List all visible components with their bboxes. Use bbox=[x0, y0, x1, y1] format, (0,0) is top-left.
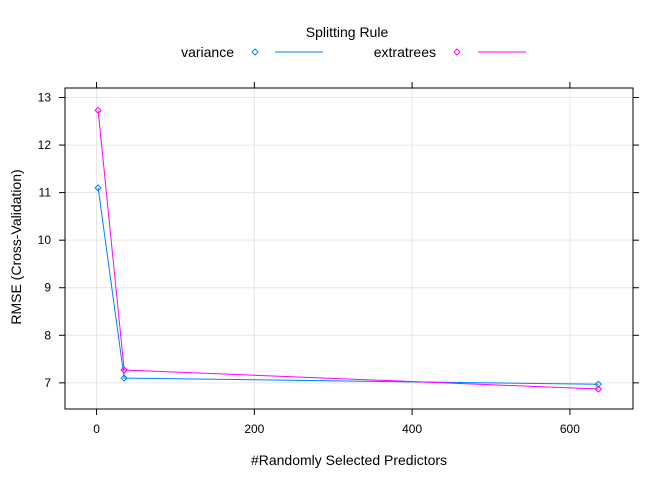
data-point bbox=[594, 385, 602, 393]
legend-item: extratrees bbox=[374, 44, 526, 60]
data-point bbox=[120, 374, 128, 382]
x-tick-label: 200 bbox=[244, 422, 264, 436]
data-point bbox=[94, 106, 102, 115]
x-tick-label: 0 bbox=[93, 422, 100, 436]
legend-item: variance bbox=[181, 44, 323, 60]
y-tick-label: 11 bbox=[39, 186, 52, 200]
y-tick-label: 13 bbox=[38, 91, 52, 105]
data-point bbox=[120, 366, 128, 374]
x-tick-label: 400 bbox=[402, 422, 422, 436]
y-tick-label: 7 bbox=[44, 376, 51, 390]
legend-label: extratrees bbox=[374, 44, 436, 60]
y-tick-label: 9 bbox=[44, 281, 51, 295]
legend-marker bbox=[251, 48, 259, 56]
axis-ticks: 0 200 400 600 7 8 9 10 11 12 13 bbox=[38, 82, 639, 436]
grid-lines bbox=[65, 88, 633, 409]
series-layer bbox=[94, 106, 602, 393]
data-point bbox=[94, 184, 102, 192]
x-tick-label: 600 bbox=[560, 422, 580, 436]
y-tick-label: 8 bbox=[44, 328, 51, 342]
data-point bbox=[594, 380, 602, 388]
y-tick-label: 10 bbox=[38, 233, 52, 247]
y-axis-label: RMSE (Cross-Validation) bbox=[8, 169, 24, 324]
series-line bbox=[97, 187, 599, 385]
y-tick-label: 12 bbox=[38, 138, 52, 152]
legend-marker bbox=[453, 48, 461, 56]
legend: variance extratrees bbox=[181, 44, 526, 60]
legend-title: Splitting Rule bbox=[306, 24, 389, 40]
x-axis-label: #Randomly Selected Predictors bbox=[251, 452, 447, 468]
series-line bbox=[97, 110, 599, 390]
plot-frame bbox=[64, 87, 634, 410]
series-variance bbox=[94, 184, 602, 388]
legend-label: variance bbox=[181, 44, 234, 60]
series-extratrees bbox=[94, 106, 602, 393]
